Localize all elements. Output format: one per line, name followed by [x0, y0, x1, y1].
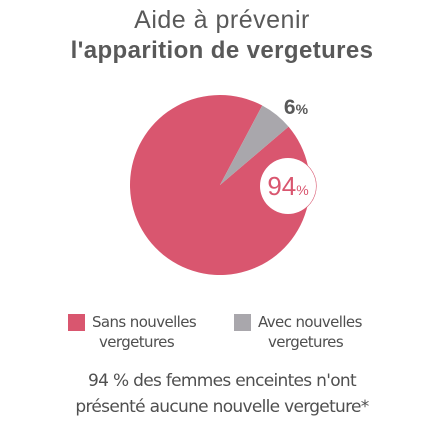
- pie-chart: 94% 6%: [129, 94, 317, 275]
- data-label-94-callout: 94%: [260, 158, 317, 214]
- pie-slices: [129, 94, 310, 275]
- footnote-line-1: 94 % des femmes enceintes n'ont: [88, 371, 357, 391]
- data-label-94: 94%: [267, 171, 308, 201]
- footnote-line-2: présenté aucune nouvelle vergeture*: [75, 397, 369, 417]
- legend: Sans nouvelles vergetures Avec nouvelles…: [0, 312, 444, 362]
- chart-title-line-2: l'apparition de vergetures: [70, 37, 374, 64]
- legend-swatch-avec-nouvelles: [234, 314, 251, 331]
- legend-label-avec-nouvelles-line-2: vergetures: [268, 333, 344, 351]
- data-label-6: 6%: [284, 96, 309, 119]
- pie-slice-sans-nouvelles: [129, 94, 310, 275]
- footnote-statement: 94 % des femmes enceintes n'ont présenté…: [0, 368, 444, 420]
- pie-slice-avec-nouvelles: [220, 105, 289, 185]
- data-label-94-background: [260, 158, 316, 214]
- legend-swatch-sans-nouvelles: [68, 314, 85, 331]
- legend-label-sans-nouvelles-line-2: vergetures: [99, 333, 175, 351]
- legend-label-avec-nouvelles-line-1: Avec nouvelles: [258, 313, 362, 331]
- chart-title-line-1: Aide à prévenir: [134, 6, 310, 34]
- legend-label-sans-nouvelles-line-1: Sans nouvelles: [92, 313, 197, 331]
